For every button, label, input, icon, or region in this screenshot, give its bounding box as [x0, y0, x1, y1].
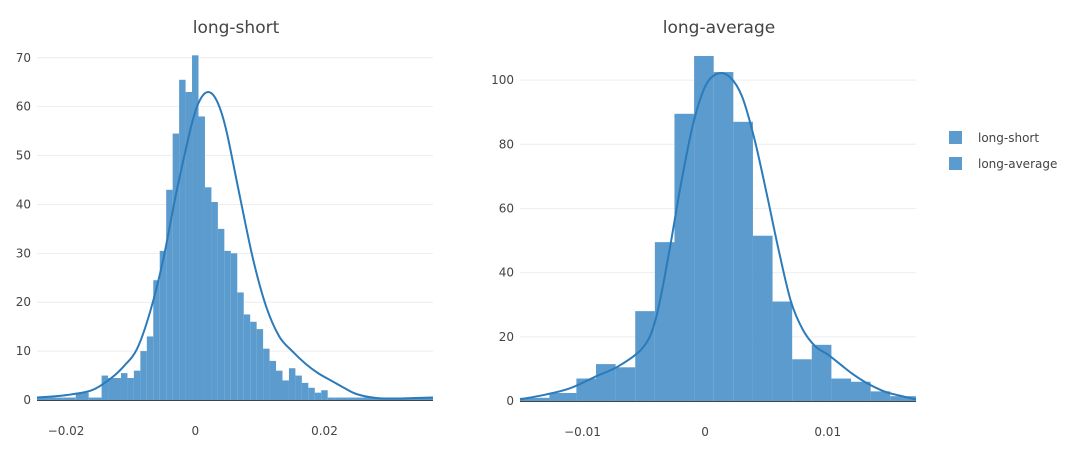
histogram-bar [694, 56, 714, 401]
histogram-bar [654, 242, 675, 401]
legend-label: long-average [978, 157, 1057, 171]
histogram-bar [615, 367, 636, 401]
histogram-bar [237, 292, 244, 400]
chart-title: long-short [193, 18, 280, 38]
histogram-bar [179, 79, 186, 401]
histogram-bar [772, 301, 793, 401]
histogram-bar [192, 55, 199, 400]
histogram-bar [831, 378, 852, 401]
x-tick-label: 0 [701, 425, 709, 439]
histogram-bar [811, 344, 832, 401]
x-tick-label: −0.02 [48, 424, 85, 438]
histogram-bar [256, 329, 264, 400]
histogram-bar [520, 397, 550, 401]
y-tick-label: 70 [16, 51, 31, 65]
histogram-bar [153, 280, 160, 400]
y-tick-labels: 0 20 40 60 80 100 [491, 73, 514, 408]
y-tick-label: 80 [499, 137, 514, 151]
histogram-bar [230, 253, 238, 400]
histogram-bar [851, 381, 871, 401]
y-tick-label: 50 [16, 149, 31, 163]
y-tick-label: 40 [16, 197, 31, 211]
histogram-bar [301, 382, 309, 400]
histogram-bar [890, 396, 916, 401]
histogram-bar [870, 391, 891, 401]
histogram-bar [133, 370, 141, 400]
histogram-bar [792, 359, 812, 401]
histogram-bar [37, 397, 50, 400]
y-tick-label: 40 [499, 266, 514, 280]
histogram-bar [263, 348, 270, 400]
histogram-bar [211, 202, 218, 400]
histogram-bar [224, 250, 231, 400]
histogram-bar [674, 113, 695, 401]
kde-curve [519, 71, 917, 401]
x-tick-label: 0 [191, 424, 199, 438]
histogram-bar [321, 390, 328, 400]
histogram-bar [334, 397, 348, 400]
y-tick-label: 100 [491, 73, 514, 87]
histogram-bar [146, 336, 154, 400]
histogram-bar [166, 189, 173, 400]
y-tick-label: 60 [499, 201, 514, 215]
histogram-bar [101, 375, 109, 400]
x-tick-label: −0.01 [564, 425, 601, 439]
histogram-bar [269, 360, 277, 400]
y-tick-label: 20 [16, 295, 31, 309]
histogram-bar [159, 250, 167, 400]
legend-label: long-short [978, 131, 1039, 145]
histogram-bar [217, 228, 225, 400]
legend-swatch [949, 131, 962, 144]
histogram-bar [127, 378, 134, 400]
y-tick-label: 0 [506, 394, 514, 408]
histogram-bar [250, 321, 257, 400]
histogram-bar [185, 92, 193, 400]
y-tick-label: 30 [16, 246, 31, 260]
legend-item-long-average[interactable]: long-average [949, 157, 1057, 171]
histogram-bar [75, 392, 89, 400]
histogram-bar [88, 397, 102, 400]
histogram-bar [108, 378, 121, 400]
y-tick-label: 60 [16, 100, 31, 114]
x-tick-labels: −0.02 0 0.02 [48, 424, 338, 438]
histogram-bar [752, 235, 773, 401]
histogram-bars [37, 55, 433, 401]
legend-swatch [949, 157, 962, 170]
histogram-bar [635, 311, 655, 401]
legend: long-short long-average [949, 131, 1057, 171]
histogram-bar [733, 121, 753, 402]
histogram-bar [713, 72, 734, 402]
chart-title: long-average [663, 18, 775, 38]
histogram-bar [308, 387, 315, 400]
legend-item-long-short[interactable]: long-short [949, 131, 1039, 145]
x-tick-labels: −0.01 0 0.01 [564, 425, 841, 439]
histogram-bars [520, 56, 916, 402]
y-tick-label: 10 [16, 344, 31, 358]
panel-long-short: long-short 0 10 20 30 40 50 60 70 −0.02 0 0.02 [16, 18, 434, 438]
histogram-bar [276, 370, 283, 400]
histogram-bar [198, 116, 205, 400]
y-tick-labels: 0 10 20 30 40 50 60 70 [16, 51, 31, 407]
histogram-bar [243, 314, 251, 400]
histogram-bar [120, 373, 128, 400]
histogram-bar [314, 392, 322, 400]
histogram-bar [282, 380, 289, 400]
histogram-bar [295, 375, 302, 400]
histogram-bar [172, 133, 180, 401]
y-tick-label: 20 [499, 330, 514, 344]
x-tick-label: 0.01 [814, 425, 841, 439]
histogram-bar [49, 397, 63, 400]
x-tick-label: 0.02 [311, 424, 338, 438]
kde-curve [36, 90, 434, 400]
histogram-bar [204, 187, 212, 400]
histogram-bar [549, 392, 577, 401]
histogram-bar [327, 397, 335, 400]
histogram-bar [140, 351, 147, 400]
panel-long-average: long-average 0 20 40 60 80 100 −0.01 0 0.01 [491, 18, 917, 439]
y-tick-label: 0 [23, 393, 31, 407]
histogram-bar [288, 368, 296, 400]
histogram-bar [347, 397, 361, 400]
histogram-bar [62, 397, 76, 400]
